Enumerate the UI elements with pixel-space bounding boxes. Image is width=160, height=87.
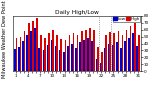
Bar xyxy=(112,45,113,71)
Bar xyxy=(124,41,126,71)
Bar xyxy=(87,38,89,71)
Bar xyxy=(69,35,70,71)
Bar xyxy=(104,48,105,71)
Bar xyxy=(126,30,127,71)
Bar xyxy=(108,44,109,71)
Bar xyxy=(71,44,73,71)
Bar xyxy=(63,52,65,71)
Bar xyxy=(28,23,29,71)
Bar xyxy=(122,35,123,71)
Bar xyxy=(18,47,20,71)
Bar xyxy=(22,41,24,71)
Bar xyxy=(100,63,101,71)
Bar xyxy=(109,32,111,71)
Legend: Low, High: Low, High xyxy=(113,16,140,22)
Bar xyxy=(77,35,78,71)
Bar xyxy=(48,33,50,71)
Bar xyxy=(43,50,44,71)
Bar xyxy=(138,35,140,71)
Bar xyxy=(16,38,17,71)
Bar xyxy=(81,31,83,71)
Bar xyxy=(14,49,16,71)
Text: Milwaukee Weather Dew Point: Milwaukee Weather Dew Point xyxy=(2,0,7,78)
Bar xyxy=(51,40,52,71)
Bar xyxy=(120,48,122,71)
Bar xyxy=(36,18,38,71)
Bar xyxy=(56,35,58,71)
Bar xyxy=(47,45,48,71)
Bar xyxy=(55,46,56,71)
Bar xyxy=(52,30,54,71)
Bar xyxy=(60,39,62,71)
Bar xyxy=(116,42,118,71)
Bar xyxy=(59,50,60,71)
Bar xyxy=(105,35,107,71)
Bar xyxy=(30,31,32,71)
Bar xyxy=(75,48,77,71)
Bar xyxy=(101,52,103,71)
Bar xyxy=(113,33,115,71)
Bar xyxy=(89,28,91,71)
Bar xyxy=(118,31,119,71)
Bar xyxy=(44,38,46,71)
Bar xyxy=(34,28,36,71)
Bar xyxy=(83,40,85,71)
Bar xyxy=(97,47,99,71)
Bar xyxy=(65,40,66,71)
Bar xyxy=(40,35,42,71)
Bar xyxy=(26,35,28,71)
Bar xyxy=(134,23,136,71)
Bar xyxy=(130,26,131,71)
Bar xyxy=(93,30,95,71)
Bar xyxy=(39,48,40,71)
Bar xyxy=(132,33,134,71)
Bar xyxy=(92,41,93,71)
Bar xyxy=(20,37,21,71)
Bar xyxy=(96,59,97,71)
Title: Daily High/Low: Daily High/Low xyxy=(55,10,99,15)
Bar xyxy=(67,46,69,71)
Bar xyxy=(79,42,81,71)
Bar xyxy=(73,33,74,71)
Bar xyxy=(136,46,138,71)
Bar xyxy=(24,31,25,71)
Bar xyxy=(32,21,34,71)
Bar xyxy=(128,38,130,71)
Bar xyxy=(85,30,87,71)
